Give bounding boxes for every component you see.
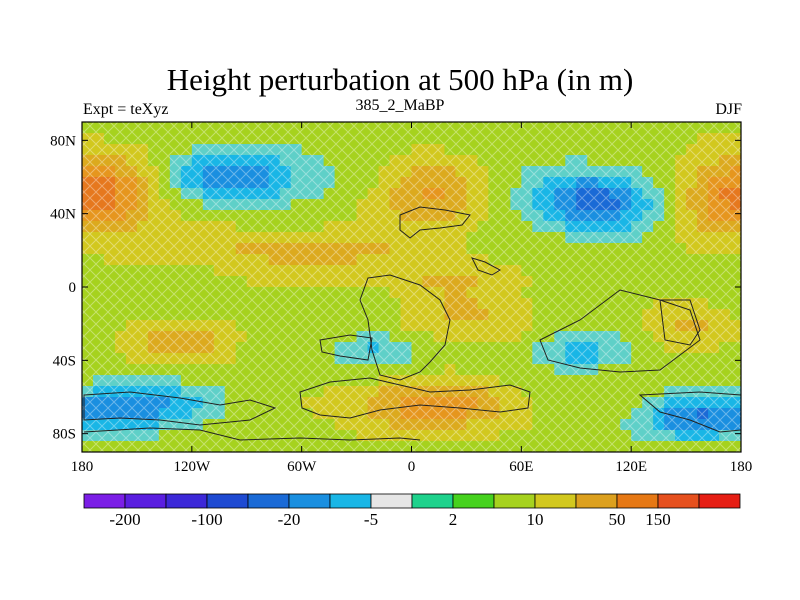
colorbar-swatch bbox=[616, 493, 659, 509]
colorbar-swatch bbox=[83, 493, 126, 509]
case-label: 385_2_MaBP bbox=[355, 97, 445, 114]
colorbar-label: -200 bbox=[109, 510, 140, 529]
y-tick-label: 40N bbox=[50, 207, 76, 223]
experiment-label: Expt = teXyz bbox=[83, 101, 169, 118]
colorbar-label: -20 bbox=[278, 510, 301, 529]
colorbar: -200 -100 -20 -5 2 10 50 150 bbox=[83, 493, 741, 529]
x-tick-label: 120W bbox=[173, 459, 211, 475]
colorbar-swatch bbox=[206, 493, 249, 509]
y-tick-label: 80S bbox=[53, 427, 76, 443]
colorbar-label: -100 bbox=[191, 510, 222, 529]
x-tick-label: 120E bbox=[615, 459, 647, 475]
y-axis: 80N 40N 0 40S 80S bbox=[50, 133, 741, 443]
y-tick-label: 40S bbox=[53, 353, 76, 369]
x-tick-label: 180 bbox=[71, 459, 94, 475]
y-tick-label: 0 bbox=[69, 280, 77, 296]
colorbar-label: 10 bbox=[527, 510, 544, 529]
colorbar-swatch bbox=[411, 493, 454, 509]
colorbar-label: 2 bbox=[449, 510, 458, 529]
colorbar-swatch bbox=[698, 493, 741, 509]
colorbar-swatch bbox=[288, 493, 331, 509]
chart-title: Height perturbation at 500 hPa (in m) bbox=[166, 62, 634, 97]
colorbar-swatch bbox=[575, 493, 618, 509]
colorbar-swatch bbox=[247, 493, 290, 509]
colorbar-label: 50 bbox=[609, 510, 626, 529]
x-tick-label: 60W bbox=[287, 459, 317, 475]
colorbar-label: -5 bbox=[364, 510, 378, 529]
x-tick-label: 60E bbox=[509, 459, 533, 475]
colorbar-swatch bbox=[452, 493, 495, 509]
x-axis: 180 120W 60W 0 60E 120E 180 bbox=[71, 122, 753, 475]
colorbar-swatch bbox=[370, 493, 413, 509]
colorbar-swatch bbox=[124, 493, 167, 509]
colorbar-swatch bbox=[165, 493, 208, 509]
colorbar-swatch bbox=[329, 493, 372, 509]
x-tick-label: 0 bbox=[408, 459, 416, 475]
y-tick-label: 80N bbox=[50, 133, 76, 149]
season-label: DJF bbox=[715, 101, 742, 118]
hatch-overlay bbox=[82, 122, 741, 452]
x-tick-label: 180 bbox=[730, 459, 753, 475]
colorbar-swatch bbox=[657, 493, 700, 509]
colorbar-swatch bbox=[493, 493, 536, 509]
colorbar-label: 150 bbox=[645, 510, 671, 529]
colorbar-swatch bbox=[534, 493, 577, 509]
coastlines bbox=[83, 206, 741, 441]
